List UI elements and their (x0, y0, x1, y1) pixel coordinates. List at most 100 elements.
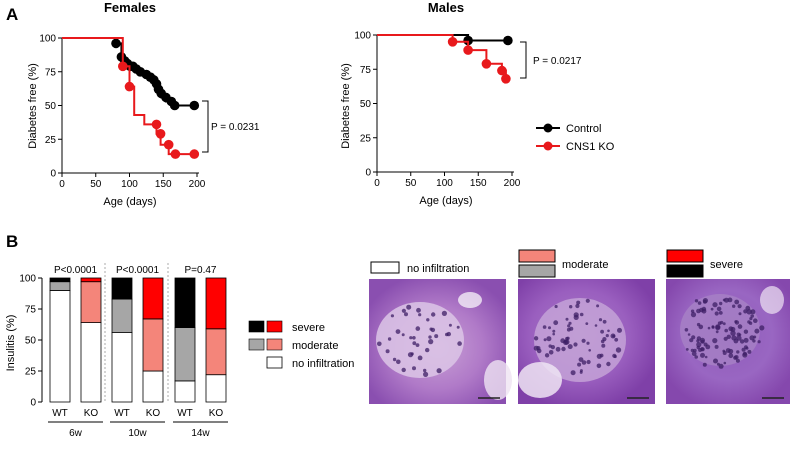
cell-nucleus (418, 313, 422, 317)
cell-nucleus (606, 361, 611, 367)
histology-label-severe: severe (710, 259, 743, 271)
cell-nucleus (690, 348, 695, 353)
cell-nucleus (602, 319, 607, 324)
bar-segment-no-infiltration (111, 332, 133, 403)
bar-segment-moderate (142, 318, 164, 372)
x-tick-label: 0 (59, 179, 65, 190)
cell-nucleus (602, 337, 607, 342)
cell-nucleus (701, 308, 707, 314)
x-axis-label: Age (days) (103, 196, 156, 208)
cell-nucleus (728, 353, 734, 359)
x-tick-label: 200 (504, 178, 521, 189)
histology-image-moderate (518, 279, 655, 404)
cell-nucleus (750, 309, 756, 315)
cell-nucleus (542, 325, 547, 329)
series-line-cns1-ko (377, 34, 508, 80)
cell-nucleus (684, 328, 689, 332)
data-point (501, 74, 511, 84)
cell-nucleus (715, 330, 719, 334)
x-tick-label: WT (177, 408, 193, 419)
legend-label: no infiltration (292, 358, 354, 370)
cell-nucleus (561, 346, 566, 352)
y-tick-label: 50 (360, 99, 372, 110)
cell-nucleus (456, 325, 460, 329)
x-tick-label: 150 (155, 179, 172, 190)
bar-segment-moderate (80, 281, 102, 324)
cell-nucleus (734, 320, 740, 325)
cell-nucleus (719, 301, 723, 306)
data-point (118, 61, 128, 72)
cell-nucleus (728, 326, 734, 332)
cell-nucleus (579, 370, 583, 374)
cell-nucleus (607, 329, 610, 333)
y-tick-label: 25 (45, 135, 57, 146)
group-label: 10w (128, 428, 147, 439)
legend: Control CNS1 KO (536, 123, 615, 153)
bar-segment-no-infiltration (49, 289, 71, 403)
cell-nucleus (745, 346, 749, 350)
cell-nucleus (759, 325, 765, 331)
cell-nuclei (684, 297, 765, 369)
cell-nucleus (718, 363, 724, 369)
histology-image-severe (666, 279, 790, 404)
legend-label: severe (292, 322, 325, 334)
cell-nucleus (717, 321, 722, 326)
cell-nucleus (735, 358, 740, 363)
y-tick-label: 100 (19, 274, 36, 285)
data-point (111, 38, 121, 49)
data-point (170, 149, 181, 159)
cell-nucleus (600, 329, 604, 334)
cell-nucleus (573, 312, 579, 318)
bar-segment-severe (142, 277, 164, 320)
cell-nucleus (711, 325, 715, 329)
p-value-label: P=0.47 (185, 265, 217, 276)
cell-nucleus (702, 362, 707, 367)
bar-segment-moderate (49, 281, 71, 291)
cell-nucleus (579, 312, 584, 317)
legend-swatch-none (266, 356, 283, 369)
cell-nucleus (428, 335, 432, 339)
cell-nucleus (410, 352, 414, 356)
cell-nucleus (743, 329, 749, 334)
cell-nucleus (404, 312, 408, 317)
cell-nucleus (567, 324, 571, 328)
cell-nucleus (694, 299, 699, 303)
x-tick-label: 0 (374, 178, 380, 189)
data-point (163, 139, 174, 150)
y-tick-label: 25 (360, 133, 372, 144)
cell-nucleus (412, 341, 417, 346)
cell-nucleus (723, 336, 728, 341)
cell-nucleus (546, 336, 552, 342)
cell-nucleus (696, 345, 700, 350)
cell-nucleus (700, 352, 705, 358)
data-point (463, 45, 473, 55)
cell-nucleus (415, 343, 420, 347)
cell-nucleus (575, 303, 580, 309)
cell-nucleus (737, 304, 742, 309)
cell-nucleus (736, 335, 742, 341)
cell-nucleus (550, 345, 556, 350)
cell-nucleus (704, 355, 708, 359)
cell-nucleus (753, 318, 758, 324)
cell-nucleus (406, 304, 412, 310)
cell-nucleus (417, 355, 423, 361)
cell-nucleus (696, 342, 702, 348)
y-tick-label: 50 (25, 336, 37, 347)
cell-nucleus (614, 337, 619, 342)
cell-nucleus (409, 336, 413, 340)
cell-nucleus (747, 349, 752, 354)
x-tick-label: KO (209, 408, 224, 419)
data-point (497, 65, 507, 76)
histology-image-no-infiltration (369, 279, 512, 404)
y-axis-label: Insulitis (%) (5, 315, 17, 372)
cell-nucleus (576, 300, 581, 305)
cell-nucleus (700, 347, 704, 351)
cell-nucleus (415, 326, 421, 331)
series-line-cns1-ko (62, 37, 195, 156)
x-tick-label: 50 (405, 178, 417, 189)
cell-nucleus (732, 304, 736, 308)
x-tick-label: WT (52, 408, 68, 419)
y-tick-label: 100 (39, 34, 56, 45)
cell-nucleus (565, 317, 569, 321)
